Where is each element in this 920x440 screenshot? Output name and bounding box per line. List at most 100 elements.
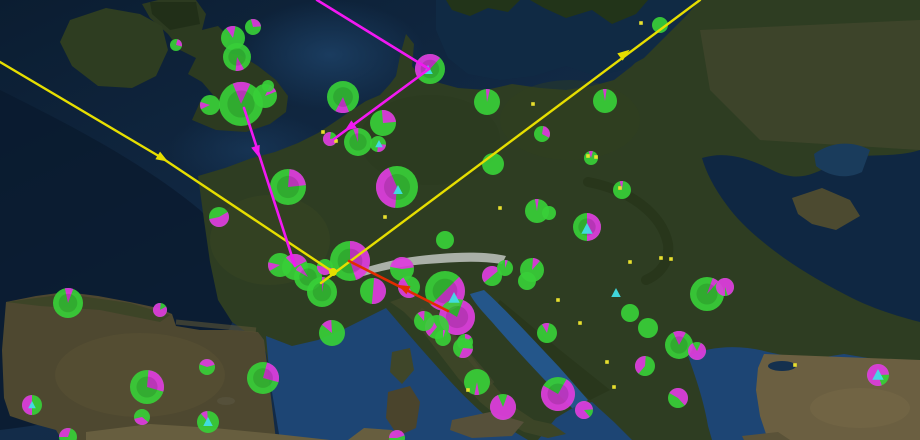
station-pie-marker[interactable] <box>541 377 576 412</box>
station-pie-marker[interactable] <box>270 169 306 205</box>
station-pie-marker[interactable] <box>613 181 631 199</box>
small-yellow-dot-marker[interactable] <box>612 385 616 389</box>
mallorca <box>217 397 235 405</box>
black-sea <box>702 150 920 322</box>
station-pie-marker[interactable] <box>482 266 502 286</box>
small-yellow-dot-marker[interactable] <box>669 257 673 261</box>
station-pie-marker[interactable] <box>223 43 251 71</box>
station-pie-marker[interactable] <box>635 356 655 376</box>
ireland <box>60 8 168 88</box>
station-pie-marker[interactable] <box>690 277 724 311</box>
route-line[interactable] <box>347 259 450 313</box>
station-pie-marker[interactable] <box>344 128 372 156</box>
station-pie-marker[interactable] <box>482 153 504 175</box>
station-pie-marker[interactable] <box>262 80 274 92</box>
small-yellow-dot-marker[interactable] <box>466 388 470 392</box>
cyan-triangle-marker[interactable] <box>393 185 403 194</box>
station-pie-marker[interactable] <box>621 304 639 322</box>
station-pie-marker[interactable] <box>327 81 359 113</box>
small-yellow-dot-marker[interactable] <box>618 186 622 190</box>
station-pie-marker[interactable] <box>652 17 668 33</box>
station-pie-marker[interactable] <box>638 318 658 338</box>
small-yellow-dot-marker[interactable] <box>793 363 797 367</box>
route-line[interactable] <box>319 0 702 285</box>
station-pie-marker[interactable] <box>209 207 229 227</box>
station-pie-marker[interactable] <box>688 342 707 360</box>
station-pie-marker[interactable] <box>370 110 396 136</box>
route-direction-arrow <box>251 144 260 158</box>
station-pie-marker[interactable] <box>668 388 688 408</box>
route-line[interactable] <box>0 60 337 276</box>
station-pie-marker[interactable] <box>199 358 215 375</box>
cyan-triangle-marker[interactable] <box>203 417 213 426</box>
ionian-sea <box>538 402 632 440</box>
small-yellow-dot-marker[interactable] <box>383 215 387 219</box>
station-pie-marker[interactable] <box>219 81 263 126</box>
station-pie-marker[interactable] <box>575 401 593 420</box>
station-pie-marker[interactable] <box>389 429 405 440</box>
cyan-triangle-marker[interactable] <box>448 292 460 303</box>
station-pie-marker[interactable] <box>474 89 500 115</box>
crete <box>742 432 790 440</box>
station-pie-marker[interactable] <box>537 323 557 343</box>
station-pie-marker[interactable] <box>53 288 83 318</box>
route-direction-arrow <box>397 284 411 295</box>
station-pie-marker[interactable] <box>716 278 735 296</box>
small-yellow-dot-marker[interactable] <box>628 260 632 264</box>
alps-snow <box>352 252 506 278</box>
cyan-triangle-marker[interactable] <box>28 401 36 409</box>
baltic-sea <box>436 0 700 80</box>
station-pie-marker[interactable] <box>436 231 454 249</box>
station-pie-marker[interactable] <box>59 428 77 440</box>
small-yellow-dot-marker[interactable] <box>586 154 590 158</box>
sea-of-azov <box>814 143 870 177</box>
route-direction-arrow <box>344 120 357 132</box>
small-yellow-dot-marker[interactable] <box>334 139 338 143</box>
station-pie-marker[interactable] <box>130 370 164 404</box>
station-pie-marker[interactable] <box>435 330 451 346</box>
cyan-triangle-marker[interactable] <box>872 369 884 380</box>
small-yellow-dot-marker[interactable] <box>498 206 502 210</box>
small-yellow-dot-marker[interactable] <box>659 256 663 260</box>
station-pie-marker[interactable] <box>319 320 345 346</box>
station-pie-marker[interactable] <box>518 272 536 290</box>
station-pie-marker[interactable] <box>247 362 279 394</box>
small-yellow-dot-marker[interactable] <box>531 102 535 106</box>
cyan-triangle-marker[interactable] <box>375 140 383 148</box>
small-yellow-dot-marker[interactable] <box>321 130 325 134</box>
station-pie-marker[interactable] <box>490 394 516 420</box>
station-pie-marker[interactable] <box>323 132 337 147</box>
cyan-triangle-marker[interactable] <box>611 288 621 297</box>
station-pie-marker[interactable] <box>542 206 556 220</box>
small-yellow-dot-marker[interactable] <box>639 21 643 25</box>
route-line[interactable] <box>242 106 297 268</box>
station-pie-marker[interactable] <box>665 331 693 359</box>
small-yellow-dot-marker[interactable] <box>605 360 609 364</box>
station-pie-marker[interactable] <box>593 89 617 113</box>
station-pie-marker[interactable] <box>307 277 337 307</box>
small-yellow-dot-marker[interactable] <box>594 155 598 159</box>
station-pie-marker[interactable] <box>534 126 550 142</box>
station-pie-marker[interactable] <box>245 18 261 35</box>
crimea <box>792 188 860 230</box>
station-pie-marker[interactable] <box>497 260 513 276</box>
cyan-triangle-marker[interactable] <box>581 223 593 234</box>
small-yellow-dot-marker[interactable] <box>556 298 560 302</box>
station-pie-marker[interactable] <box>390 257 414 281</box>
route-line[interactable] <box>315 0 431 71</box>
station-pie-marker[interactable] <box>170 39 182 51</box>
station-pie-marker[interactable] <box>414 311 434 331</box>
station-pie-marker[interactable] <box>134 409 150 425</box>
station-pie-marker[interactable] <box>464 369 490 395</box>
route-line[interactable] <box>332 67 431 141</box>
station-pie-marker[interactable] <box>360 278 386 305</box>
corsica <box>390 348 414 384</box>
station-pie-marker[interactable] <box>153 303 168 318</box>
sardinia <box>386 386 420 436</box>
station-pie-marker[interactable] <box>200 95 220 115</box>
small-yellow-dot-marker[interactable] <box>578 321 582 325</box>
station-pie-marker[interactable] <box>525 199 549 223</box>
station-pie-marker[interactable] <box>453 338 473 359</box>
